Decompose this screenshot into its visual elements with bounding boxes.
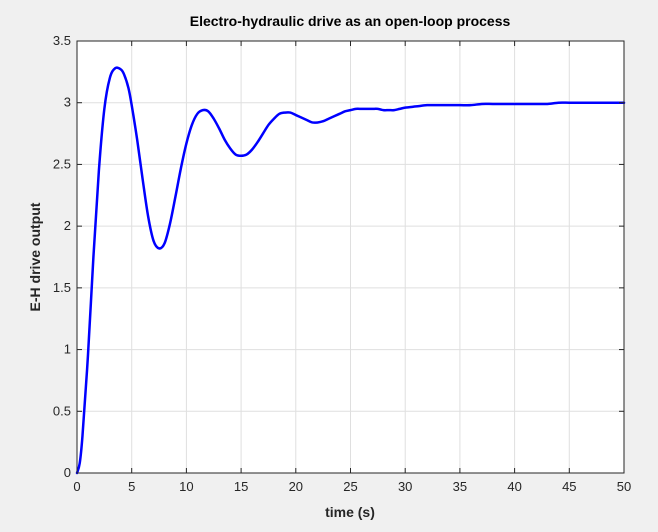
y-tick-label: 2 <box>64 218 71 233</box>
y-axis-title: E-H drive output <box>27 202 43 311</box>
x-tick-label: 10 <box>179 479 193 494</box>
y-tick-label: 3.5 <box>53 33 71 48</box>
y-tick-label: 0.5 <box>53 403 71 418</box>
chart-title: Electro-hydraulic drive as an open-loop … <box>190 13 511 29</box>
x-tick-label: 25 <box>343 479 357 494</box>
tick-marks <box>76 40 625 474</box>
y-tick-label: 1 <box>64 342 71 357</box>
series-line <box>75 66 626 475</box>
y-tick-label: 0 <box>64 465 71 480</box>
x-tick-label: 5 <box>128 479 135 494</box>
x-tick-label: 45 <box>562 479 576 494</box>
y-tick-label: 2.5 <box>53 156 71 171</box>
x-tick-label: 20 <box>289 479 303 494</box>
tick-labels: 0 5 10 15 20 25 30 35 40 45 50 0 0.5 1 1.5 2 2.5 3 3.5 <box>53 33 631 494</box>
y-tick-label: 3 <box>64 95 71 110</box>
x-tick-label: 30 <box>398 479 412 494</box>
x-tick-label: 0 <box>73 479 80 494</box>
x-tick-label: 35 <box>453 479 467 494</box>
x-axis-title: time (s) <box>325 504 375 520</box>
data-layer <box>75 66 626 475</box>
x-tick-label: 40 <box>507 479 521 494</box>
y-tick-label: 1.5 <box>53 280 71 295</box>
x-tick-label: 50 <box>617 479 631 494</box>
x-tick-label: 15 <box>234 479 248 494</box>
grid-lines <box>77 41 624 473</box>
